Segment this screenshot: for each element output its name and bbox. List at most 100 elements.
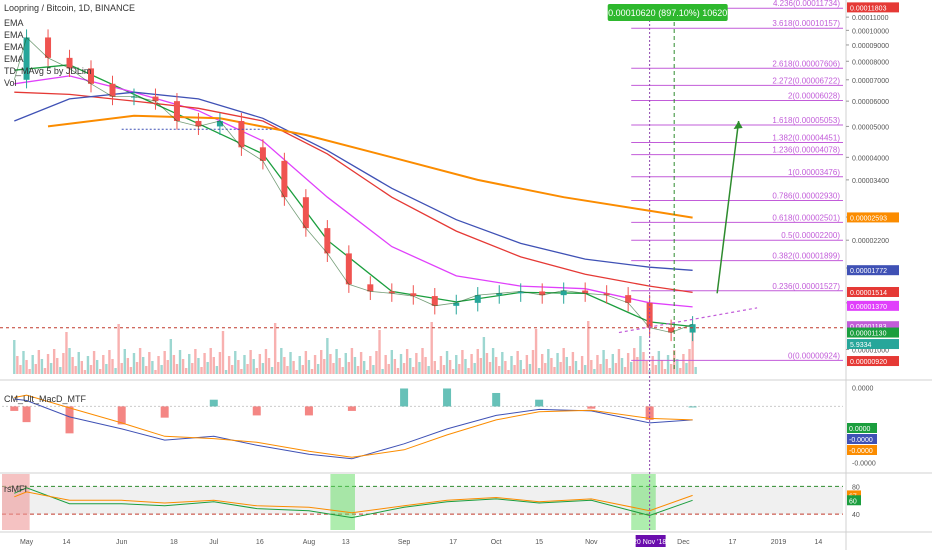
volume-bar [390, 350, 394, 374]
volume-bar [13, 340, 16, 374]
candle-body [324, 228, 331, 254]
macd-line-2 [14, 394, 693, 458]
volume-bar [37, 350, 41, 374]
macd-histogram-bar [117, 406, 126, 425]
candle-body [560, 290, 567, 296]
fib-label: 2.618(0.00007606) [772, 59, 840, 68]
ema-line-1 [14, 64, 693, 328]
volume-bar [258, 354, 262, 374]
candle-body [88, 68, 95, 84]
x-tick-label: 17 [729, 539, 737, 546]
volume-bar [277, 362, 280, 374]
macd-title[interactable]: CM_Ult_MacD_MTF [4, 394, 87, 404]
volume-bar [418, 362, 421, 374]
ema-line-2 [14, 75, 693, 308]
macd-y-tick-label: -0.0000 [852, 461, 876, 468]
volume-bar [138, 348, 142, 374]
volume-bar [255, 368, 258, 374]
volume-bar [141, 357, 145, 374]
volume-bar [163, 351, 166, 374]
mfi-line-1 [14, 487, 693, 519]
fib-label: 1.382(0.00004451) [772, 134, 840, 143]
mfi-badge [847, 495, 861, 506]
trend-dotted [618, 307, 758, 334]
mfi-highlight [631, 474, 656, 530]
volume-bar [602, 350, 605, 374]
volume-bar [221, 331, 225, 374]
legend-ema-4[interactable]: EMA [4, 54, 24, 64]
volume-bar [571, 352, 575, 374]
legend-ema-3[interactable]: EMA [4, 42, 24, 52]
x-tick-label: 14 [63, 539, 71, 546]
x-tick-label: Jun [116, 539, 127, 546]
volume-bar [243, 355, 246, 374]
volume-bar [507, 370, 510, 374]
volume-bar [660, 360, 664, 374]
volume-bar [341, 367, 344, 374]
volume-bar [688, 349, 691, 374]
fib-label: 0.5(0.00002200) [781, 231, 840, 240]
legend-ema-2[interactable]: EMA [4, 30, 24, 40]
legend-ema-1[interactable]: EMA [4, 18, 24, 28]
x-tick-label: 20 Nov '18 [633, 539, 666, 546]
fib-label: 0(0.00000924) [788, 351, 840, 360]
volume-bar [129, 367, 133, 374]
volume-bar [273, 323, 277, 374]
mfi-y-tick-label: 40 [852, 512, 860, 519]
price-callout-box[interactable] [607, 4, 728, 21]
volume-bar [77, 352, 80, 374]
legend-td-mavg[interactable]: TD_MAvg 5 by JDLim [4, 66, 92, 76]
candle-body [152, 96, 159, 102]
candle-body [603, 293, 610, 296]
volume-bar [215, 366, 219, 374]
legend-volume[interactable]: Vol [4, 78, 17, 88]
volume-bar [89, 365, 93, 374]
mfi-title[interactable]: rsMFI [4, 484, 27, 494]
volume-bar [359, 352, 363, 374]
volume-bar [451, 369, 455, 374]
fib-label: 1.618(0.00005053) [772, 116, 840, 125]
volume-bar [676, 359, 679, 374]
macd-pane: 0.0000 -0.0000 0.0000 -0.0000 -0.0000 [2, 386, 877, 468]
volume-bar [132, 353, 136, 374]
volume-bar [252, 359, 255, 374]
volume-bar [160, 365, 163, 374]
x-tick-label: 16 [256, 539, 264, 546]
price-badge [847, 356, 899, 367]
macd-histogram-bar [535, 399, 544, 407]
price-badge-label: 0.00000920 [850, 359, 887, 366]
volume-bar [19, 365, 22, 374]
ema-line-3 [14, 91, 693, 294]
candle-body [646, 302, 653, 328]
macd-histogram-bar [443, 388, 452, 407]
volume-bar [633, 348, 636, 374]
macd-y-tick-label: 0.0000 [852, 386, 874, 393]
volume-bar [568, 366, 572, 374]
volume-bar [537, 368, 541, 374]
mfi-band [2, 486, 843, 515]
volume-bar [172, 355, 176, 374]
x-tick-label: Oct [491, 539, 502, 546]
volume-bar [669, 364, 673, 374]
volume-bar [479, 358, 483, 374]
y-tick-label: 0.00008000 [852, 59, 889, 66]
volume-bar [485, 353, 489, 374]
candle-body [496, 293, 503, 296]
volume-bar [320, 350, 323, 374]
price-badge [847, 265, 899, 276]
volume-bar [651, 356, 654, 374]
volume-bar [412, 367, 415, 374]
volume-bar [191, 363, 194, 374]
volume-bar [623, 367, 627, 374]
fib-label: 0.618(0.00002501) [772, 213, 840, 222]
mfi-highlight [330, 474, 355, 530]
volume-bar [685, 363, 688, 374]
volume-bar [270, 367, 274, 374]
volume-bar [83, 370, 87, 374]
candle-body [539, 291, 546, 296]
x-tick-label: 2019 [771, 539, 787, 546]
volume-bar [378, 330, 381, 374]
volume-bar [59, 367, 62, 374]
volume-bar [105, 364, 108, 374]
